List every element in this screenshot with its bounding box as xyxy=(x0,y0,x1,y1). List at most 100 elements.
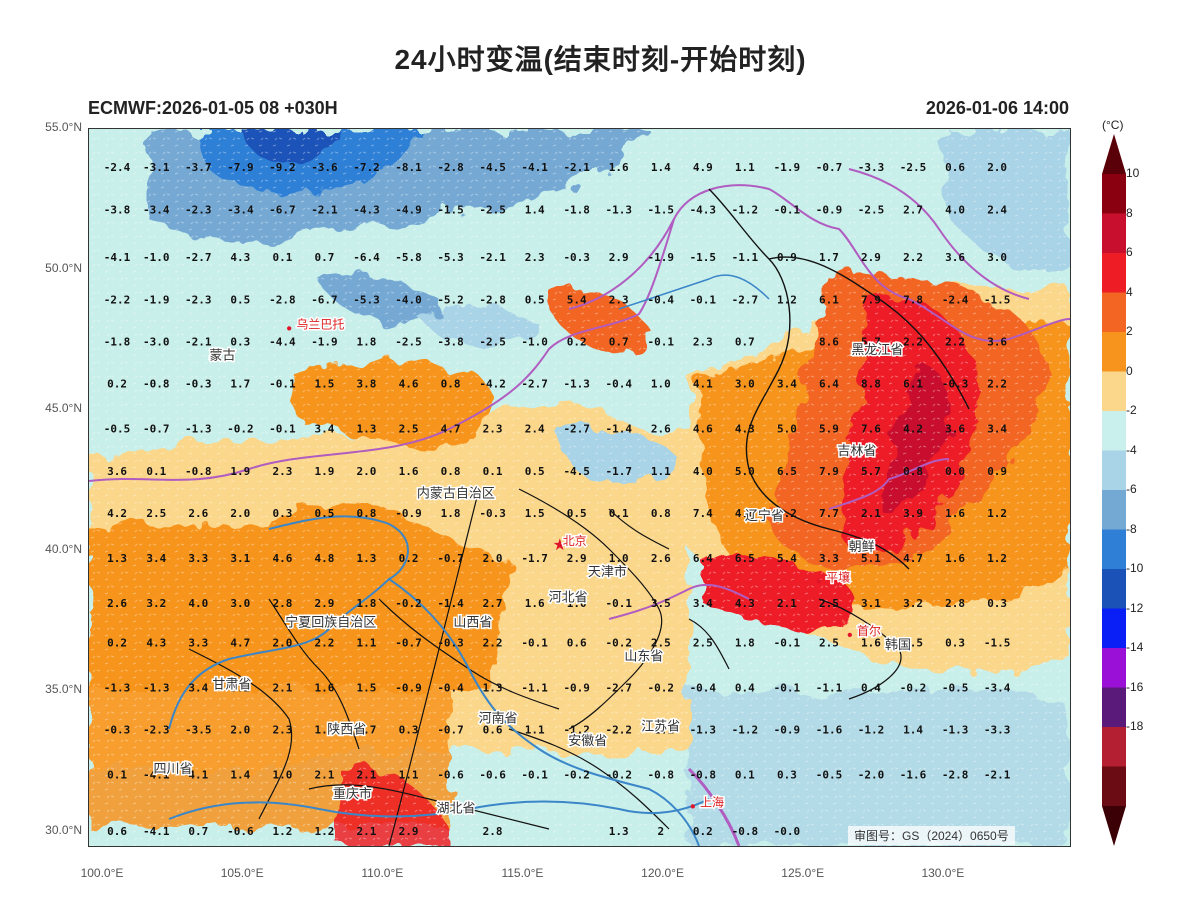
grid-value: -4.1 xyxy=(521,161,548,174)
grid-value: 3.6 xyxy=(107,465,127,478)
grid-value: 0.1 xyxy=(146,465,166,478)
temperature-change-map[interactable]: -2.4 -3.1 -3.7 -7.9 -9.2 -3.6 -7.2 -8.1 -2.8 -4.5… xyxy=(88,128,1071,847)
grid-value: 1.4 xyxy=(651,161,671,174)
place-label: 辽宁省 xyxy=(745,508,784,523)
grid-value: -3.6 xyxy=(311,161,338,174)
grid-value: -0.7 xyxy=(437,724,464,737)
grid-value: 2.0 xyxy=(230,507,250,520)
grid-value: -2.5 xyxy=(858,203,885,216)
grid-value: -5.2 xyxy=(437,293,464,306)
grid-value: 3.8 xyxy=(357,378,377,391)
grid-value: 0.0 xyxy=(945,465,965,478)
grid-value: -0.1 xyxy=(521,636,548,649)
grid-value: 1.2 xyxy=(987,507,1007,520)
grid-value: -0.1 xyxy=(690,293,717,306)
grid-value: 4.9 xyxy=(693,161,713,174)
colorbar-segment xyxy=(1102,371,1126,412)
grid-value: -1.9 xyxy=(311,336,338,349)
colorbar-label: -4 xyxy=(1126,442,1137,457)
grid-value: -2.1 xyxy=(563,161,590,174)
lat-tick-label: 30.0°N xyxy=(45,822,82,837)
place-label: 蒙古 xyxy=(210,348,236,363)
grid-value: 0.1 xyxy=(735,769,755,782)
grid-value: -2.2 xyxy=(104,293,130,306)
grid-value: -1.3 xyxy=(942,724,969,737)
grid-value: 0.6 xyxy=(945,161,965,174)
grid-value: 0.3 xyxy=(987,597,1007,610)
colorbar-segment xyxy=(1102,253,1126,293)
grid-value: 5.7 xyxy=(861,336,881,349)
place-label: 黑龙江省 xyxy=(851,342,903,357)
grid-value: 5.0 xyxy=(777,423,797,436)
grid-value: -0.2 xyxy=(605,636,632,649)
grid-value: -2.5 xyxy=(395,336,422,349)
grid-value: 2.3 xyxy=(272,465,292,478)
grid-value: 1.6 xyxy=(945,552,965,565)
grid-value: 1.4 xyxy=(903,724,923,737)
grid-value: 2.2 xyxy=(903,251,923,264)
grid-value: 3.1 xyxy=(861,597,881,610)
grid-value: -0.4 xyxy=(648,293,675,306)
grid-value: -1.3 xyxy=(143,681,170,694)
colorbar-segment xyxy=(1102,490,1126,530)
grid-value: 1.6 xyxy=(399,465,419,478)
grid-value: 5.4 xyxy=(567,293,587,306)
grid-value: -1.2 xyxy=(732,203,759,216)
grid-value: 2.9 xyxy=(861,251,881,264)
colorbar-unit: (°C) xyxy=(1102,118,1124,132)
colorbar-extend-triangle xyxy=(1102,134,1126,174)
colorbar-label: -14 xyxy=(1126,640,1144,654)
grid-value: 7.9 xyxy=(861,293,881,306)
grid-value: 7.9 xyxy=(819,465,839,478)
lon-tick-label: 130.0°E xyxy=(921,866,965,880)
grid-value: -0.5 xyxy=(816,769,843,782)
grid-value: -2.1 xyxy=(648,724,675,737)
grid-value: 2.3 xyxy=(525,251,545,264)
grid-value: 1.3 xyxy=(609,825,629,838)
grid-value-layer: -2.4 -3.1 -3.7 -7.9 -9.2 -3.6 -7.2 -8.1 -2.8 -4.5… xyxy=(104,161,1011,838)
grid-value: -0.2 xyxy=(648,681,675,694)
grid-value: -1.4 xyxy=(605,423,632,436)
grid-value: 8.8 xyxy=(861,378,881,391)
grid-value: 1.0 xyxy=(609,552,629,565)
grid-value: -0.2 xyxy=(605,769,632,782)
colorbar-label: 0 xyxy=(1126,363,1133,378)
grid-value: -2.7 xyxy=(732,293,759,306)
colorbar-segment xyxy=(1102,687,1126,728)
place-label: 内蒙古自治区 xyxy=(417,485,495,500)
grid-value: 4.6 xyxy=(399,378,419,391)
grid-value: 1.2 xyxy=(272,825,292,838)
grid-value: 3.4 xyxy=(188,681,208,694)
grid-value: -4.4 xyxy=(269,336,296,349)
grid-value: -1.6 xyxy=(816,724,843,737)
grid-value: 6.5 xyxy=(735,552,755,565)
grid-value: -0.9 xyxy=(395,681,422,694)
grid-value: 1.2 xyxy=(777,293,797,306)
grid-value: 4.6 xyxy=(693,423,713,436)
grid-value: -1.6 xyxy=(900,769,927,782)
grid-value: 0.1 xyxy=(107,769,127,782)
grid-value: -0.1 xyxy=(269,423,296,436)
grid-value: -0.1 xyxy=(774,636,801,649)
place-label: 湖北省 xyxy=(437,800,476,815)
grid-value: 0.8 xyxy=(357,507,377,520)
grid-value: 1.0 xyxy=(567,597,587,610)
grid-value: -1.1 xyxy=(816,681,843,694)
grid-value: 0.1 xyxy=(483,465,503,478)
grid-value: -1.1 xyxy=(732,251,759,264)
grid-value: 3.5 xyxy=(651,597,671,610)
grid-value: -4.1 xyxy=(143,769,170,782)
grid-value: -1.8 xyxy=(104,336,130,349)
grid-value: 3.4 xyxy=(146,552,166,565)
grid-value: 2.9 xyxy=(609,251,629,264)
grid-value: 1.4 xyxy=(525,203,545,216)
grid-value: -4.5 xyxy=(563,465,590,478)
grid-value: -0.9 xyxy=(816,203,843,216)
grid-value: -7.9 xyxy=(227,161,254,174)
grid-value: 5.4 xyxy=(777,552,797,565)
grid-value: 2.0 xyxy=(230,724,250,737)
grid-value: -4.0 xyxy=(395,293,422,306)
grid-value: 1.7 xyxy=(230,378,250,391)
grid-value: -9.2 xyxy=(269,161,296,174)
grid-value: 1.3 xyxy=(357,423,377,436)
